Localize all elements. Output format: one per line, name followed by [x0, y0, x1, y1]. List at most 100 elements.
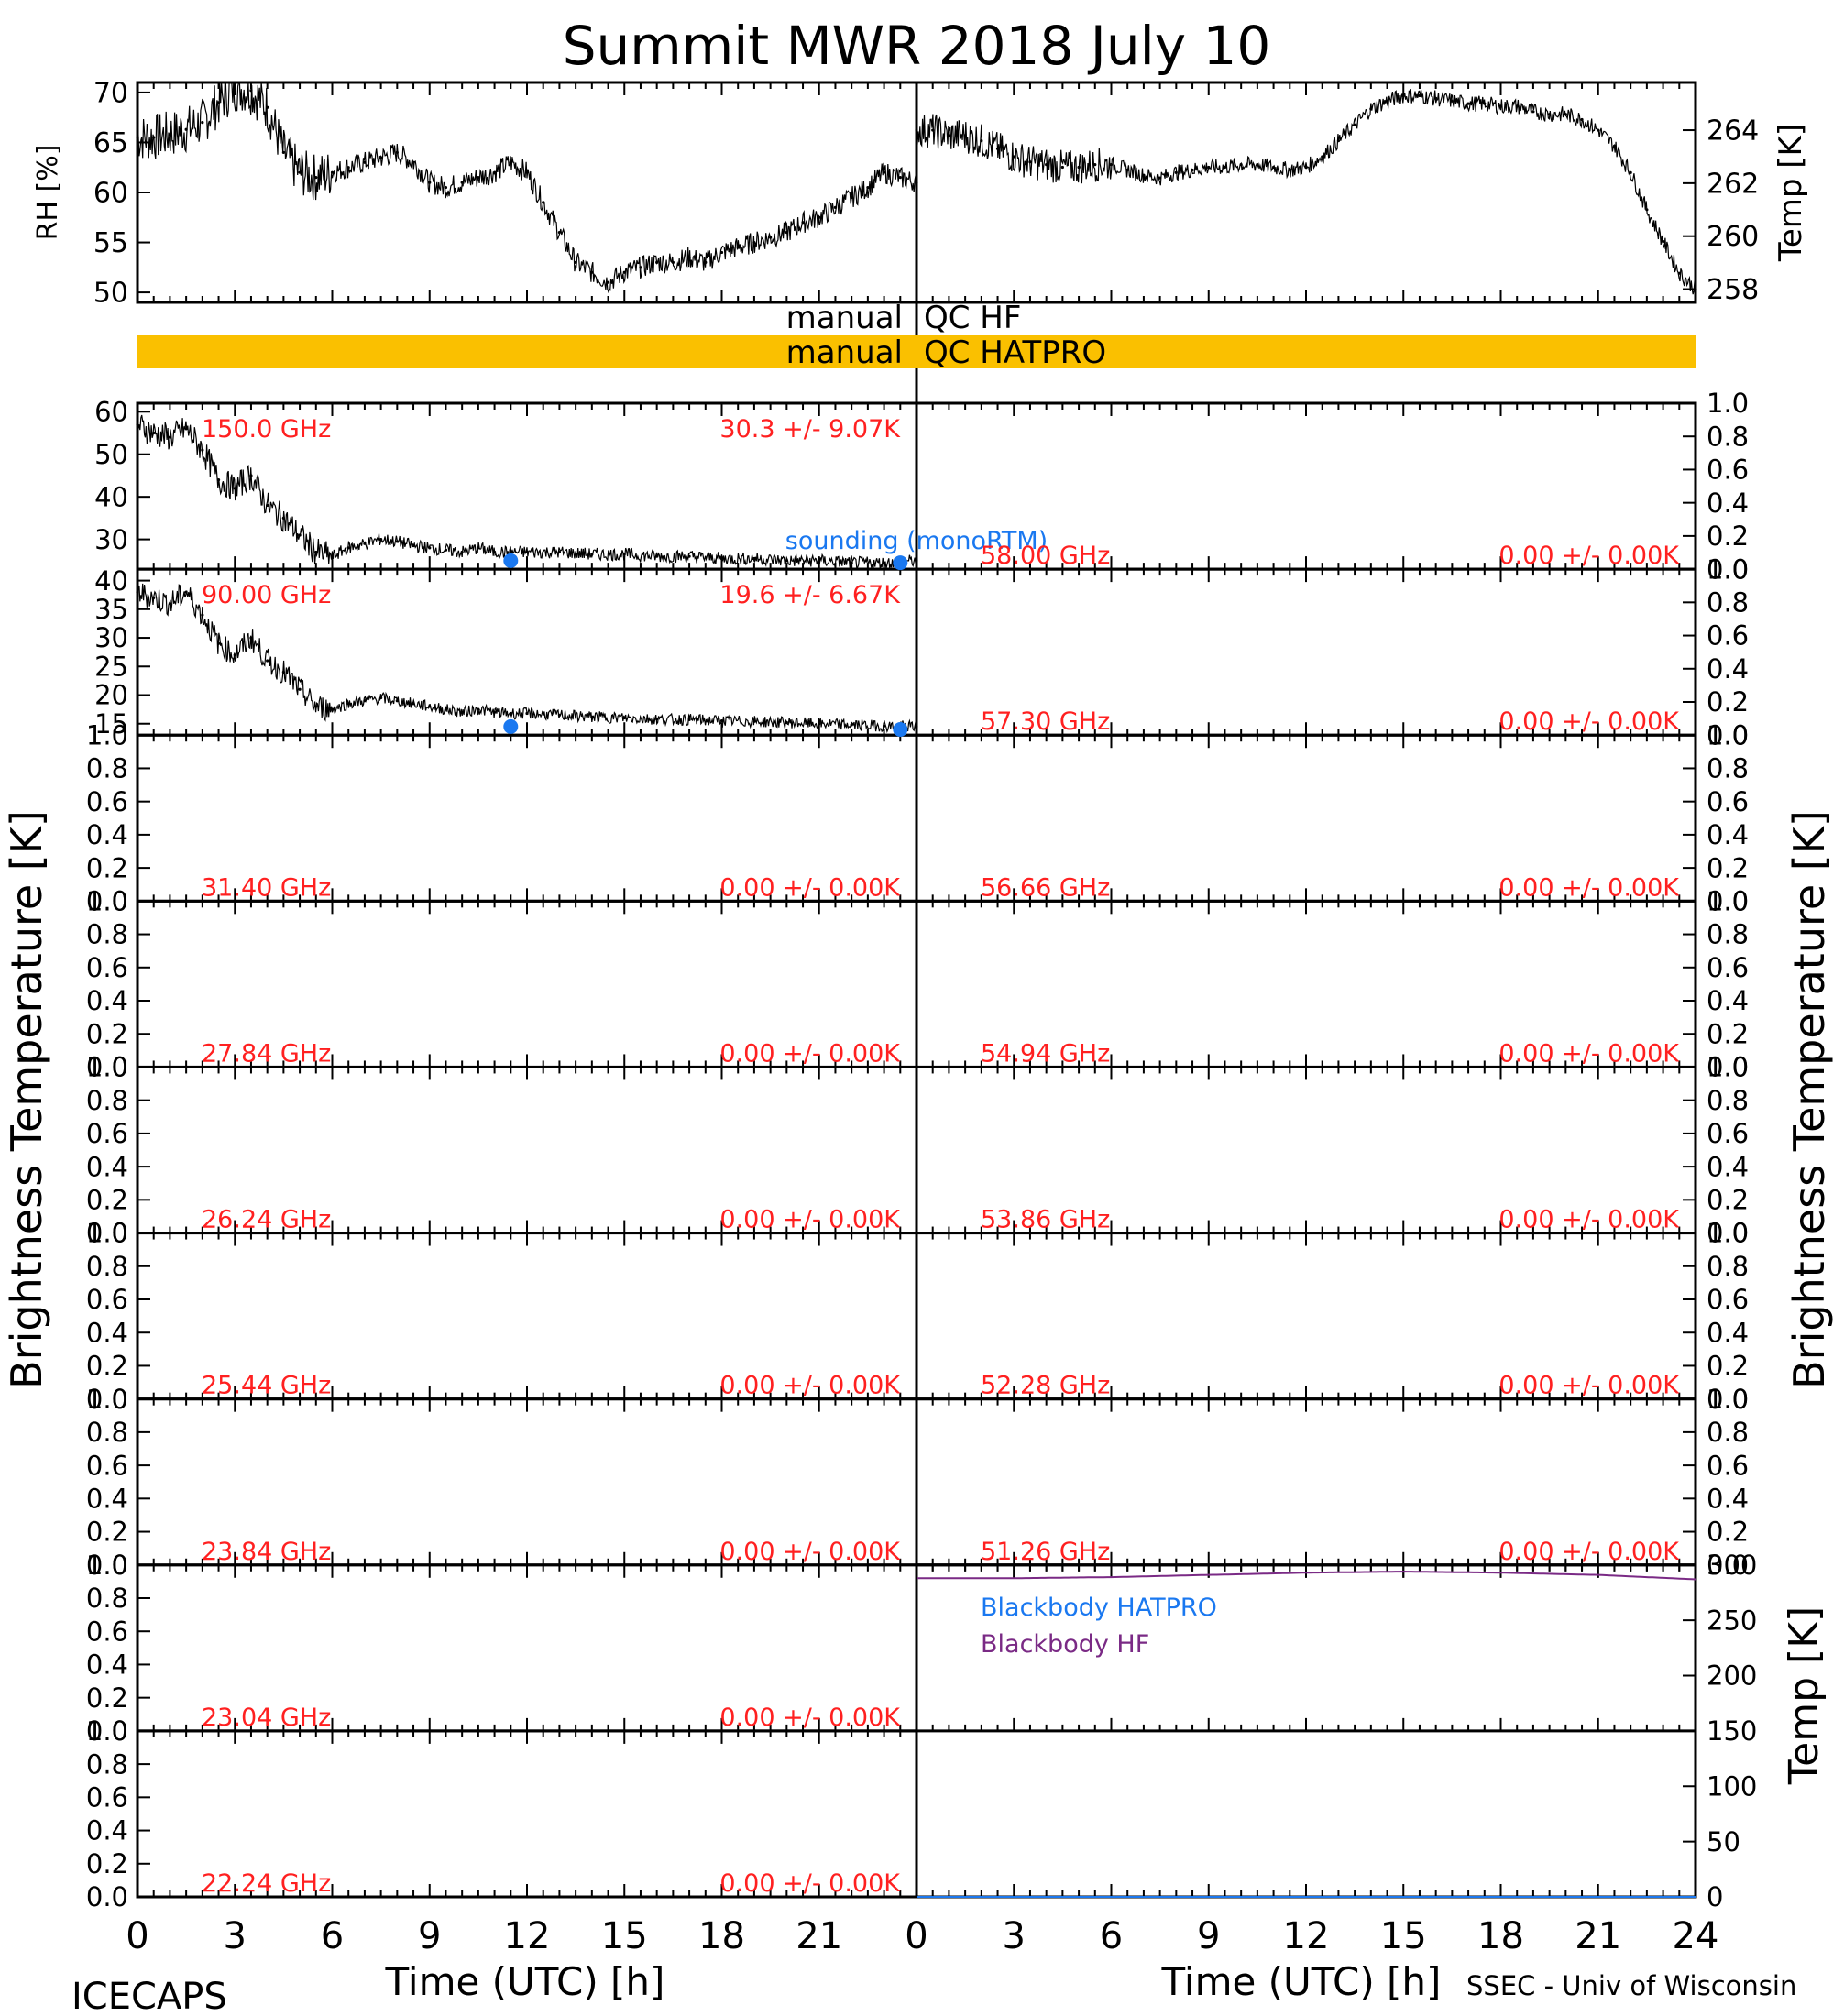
- data-point: [915, 725, 918, 729]
- temp-tick-label: 260: [1707, 221, 1759, 253]
- data-point: [428, 181, 432, 184]
- data-point: [915, 181, 918, 184]
- empty-right-tick-label: 0.6: [1707, 786, 1749, 817]
- blackbody-axis-label: Temp [K]: [1781, 1606, 1828, 1785]
- tb-right-axis-label: Brightness Temperature [K]: [1784, 810, 1833, 1389]
- empty-right-tick-label: 0.8: [1707, 753, 1749, 784]
- data-point: [1256, 163, 1259, 167]
- data-point: [249, 636, 253, 640]
- empty-left-tick-label: 0.4: [86, 985, 128, 1016]
- empty-right-tick-label: 0.4: [1707, 1317, 1749, 1348]
- empty-right-tick-label: 0.0: [1707, 1550, 1749, 1581]
- empty-left-tick-label: 0.2: [86, 1848, 128, 1879]
- blackbody-tick-label: 50: [1707, 1826, 1740, 1857]
- empty-right-panel-stats: 0.00 +/- 0.00K: [1498, 873, 1680, 902]
- sounding-point: [503, 718, 519, 734]
- data-point: [719, 719, 724, 723]
- empty-left-tick-label: 0.6: [86, 1118, 128, 1149]
- empty-right-tick-label: 0.0: [1707, 553, 1749, 585]
- data-point: [1271, 165, 1276, 170]
- x-tick-label-left: 18: [698, 1915, 745, 1957]
- empty-left-tick-label: 0.4: [86, 819, 128, 850]
- data-point: [898, 176, 902, 180]
- sounding-point: [893, 555, 908, 571]
- empty-right-tick-label: 0.0: [1707, 885, 1749, 916]
- empty-left-tick-label: 0.8: [86, 1251, 128, 1282]
- temp-tick-label: 258: [1707, 274, 1759, 306]
- empty-right-panel-stats: 0.00 +/- 0.00K: [1498, 1538, 1680, 1566]
- rh-tick-label: 50: [93, 278, 128, 310]
- data-point: [1077, 165, 1081, 170]
- empty-right-tick-label: 0.6: [1707, 620, 1749, 652]
- data-point: [931, 128, 935, 132]
- empty-right-panel-stats: 0.00 +/- 0.00K: [1498, 1039, 1680, 1068]
- data-point: [216, 641, 221, 645]
- data-point: [1158, 176, 1162, 180]
- data-point: [330, 707, 335, 711]
- data-point: [428, 705, 432, 708]
- data-point: [184, 127, 188, 131]
- empty-left-tick-label: 0.0: [86, 1218, 128, 1249]
- empty-left-tick-label: 0.2: [86, 1682, 128, 1714]
- data-point: [557, 713, 562, 717]
- empty-right-tick-label: 0.4: [1707, 653, 1749, 685]
- rh-axis-label: RH [%]: [32, 145, 64, 241]
- data-point: [1028, 160, 1032, 164]
- empty-left-tick-label: 0.6: [86, 952, 128, 983]
- empty-left-tick-label: 0.8: [86, 753, 128, 784]
- empty-right-panel-channel: 58.00 GHz: [981, 542, 1110, 570]
- data-point: [152, 136, 156, 139]
- empty-right-tick-label: 0.2: [1707, 852, 1749, 883]
- data-point: [1466, 102, 1470, 105]
- empty-left-tick-label: 1.0: [86, 1715, 128, 1747]
- footer-right: SSEC - Univ of Wisconsin: [1466, 1970, 1796, 2001]
- temp-axis-label: Temp [K]: [1773, 124, 1809, 262]
- data-point: [574, 260, 577, 264]
- data-point: [785, 720, 788, 725]
- empty-right-tick-label: 0.8: [1707, 421, 1749, 452]
- empty-left-panel-stats: 0.00 +/- 0.00K: [719, 1039, 901, 1068]
- tb90-channel: 90.00 GHz: [202, 581, 331, 609]
- empty-left-tick-label: 0.4: [86, 1317, 128, 1348]
- data-point: [1531, 110, 1535, 114]
- data-point: [801, 221, 805, 225]
- tb90-tick-label: 15: [94, 708, 128, 740]
- blackbody-tick-label: 150: [1707, 1715, 1757, 1747]
- empty-right-tick-label: 1.0: [1707, 1052, 1749, 1083]
- sounding-point: [893, 721, 908, 737]
- footer-left: ICECAPS: [71, 1976, 227, 2016]
- empty-right-tick-label: 0.2: [1707, 1351, 1749, 1382]
- data-point: [818, 559, 821, 563]
- data-point: [1174, 170, 1178, 174]
- data-point: [752, 719, 756, 723]
- empty-right-panel-channel: 54.94 GHz: [981, 1039, 1110, 1068]
- tb90-tick-label: 40: [94, 565, 128, 597]
- data-point: [201, 613, 204, 617]
- data-point: [492, 170, 497, 174]
- empty-right-tick-label: 0.2: [1707, 520, 1749, 552]
- data-point: [719, 556, 724, 561]
- empty-left-tick-label: 0.2: [86, 1184, 128, 1215]
- temp-tick-label: 264: [1707, 115, 1759, 148]
- empty-left-tick-label: 0.2: [86, 852, 128, 883]
- data-point: [525, 711, 529, 716]
- empty-left-tick-label: 0.0: [86, 1052, 128, 1083]
- empty-right-tick-label: 1.0: [1707, 885, 1749, 916]
- data-point: [346, 166, 350, 170]
- data-point: [184, 590, 188, 594]
- empty-left-tick-label: 0.2: [86, 1517, 128, 1548]
- data-point: [1401, 93, 1405, 98]
- empty-left-tick-label: 0.2: [86, 1018, 128, 1049]
- empty-right-tick-label: 0.6: [1707, 1118, 1749, 1149]
- data-point: [233, 85, 236, 90]
- data-point: [216, 101, 221, 104]
- data-point: [622, 553, 626, 556]
- data-point: [785, 231, 788, 235]
- data-point: [1677, 271, 1681, 275]
- data-point: [639, 266, 642, 269]
- data-point: [298, 687, 302, 691]
- empty-right-panel-stats: 0.00 +/- 0.00K: [1498, 1206, 1680, 1234]
- data-point: [444, 707, 448, 711]
- empty-left-tick-label: 1.0: [86, 719, 128, 751]
